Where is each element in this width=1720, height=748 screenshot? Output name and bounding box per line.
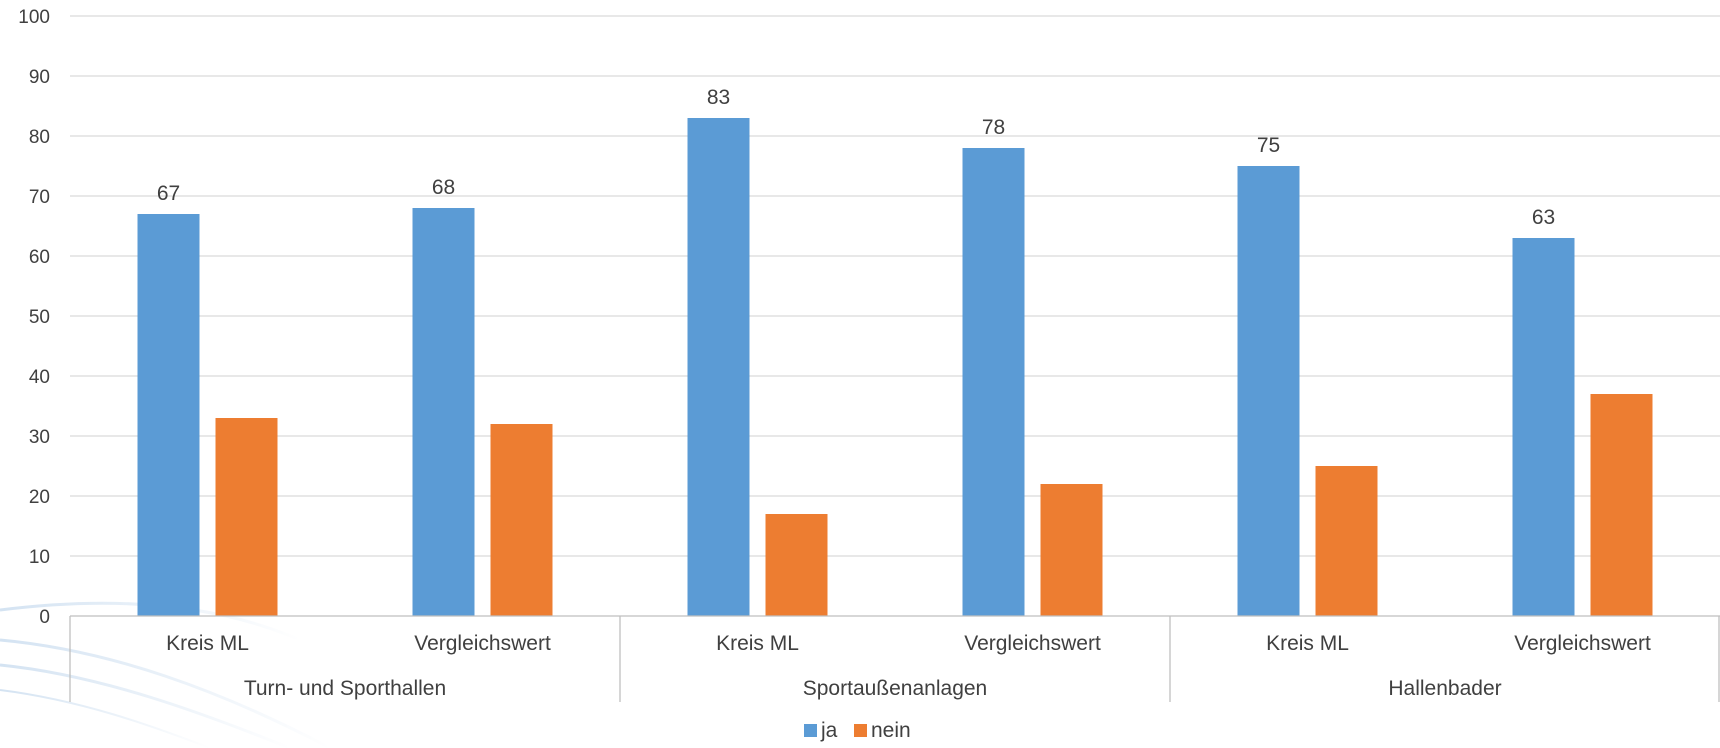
legend-swatch-ja — [804, 724, 817, 737]
y-tick-label: 0 — [39, 607, 50, 628]
bar-ja — [412, 208, 475, 616]
y-tick-label: 100 — [18, 7, 50, 28]
y-tick-label: 70 — [29, 187, 50, 208]
group-label: Hallenbader — [1388, 677, 1501, 700]
category-label: Kreis ML — [716, 632, 799, 655]
bar-nein — [1315, 466, 1378, 616]
y-tick-label: 10 — [29, 547, 50, 568]
data-label: 63 — [1532, 206, 1555, 229]
group-label: Turn- und Sporthallen — [244, 677, 446, 700]
category-label: Kreis ML — [1266, 632, 1349, 655]
data-labels: 67 68 83 78 75 63 — [157, 86, 1555, 229]
y-tick-label: 60 — [29, 247, 50, 268]
bar-ja — [687, 118, 750, 616]
bar-ja — [962, 148, 1025, 616]
legend-swatch-nein — [854, 724, 867, 737]
data-label: 78 — [982, 116, 1005, 139]
bar-nein — [1040, 484, 1103, 616]
bars — [137, 118, 1653, 616]
category-label: Vergleichswert — [964, 632, 1101, 655]
bar-ja — [137, 214, 200, 616]
legend: ja nein — [804, 719, 911, 742]
data-label: 83 — [707, 86, 730, 109]
legend-label-nein: nein — [871, 719, 911, 742]
category-label: Vergleichswert — [1514, 632, 1651, 655]
data-label: 75 — [1257, 134, 1280, 157]
gridlines — [70, 15, 1720, 557]
y-axis: 0 10 20 30 40 50 60 70 80 90 100 — [18, 7, 50, 628]
bar-ja — [1512, 238, 1575, 616]
y-tick-label: 30 — [29, 427, 50, 448]
y-tick-label: 80 — [29, 127, 50, 148]
category-label: Vergleichswert — [414, 632, 551, 655]
y-tick-label: 90 — [29, 67, 50, 88]
legend-label-ja: ja — [820, 719, 838, 742]
y-tick-label: 20 — [29, 487, 50, 508]
bar-nein — [1590, 394, 1653, 616]
x-axis: Kreis ML Vergleichswert Kreis ML Vergleichs… — [69, 615, 1720, 702]
data-label: 68 — [432, 176, 455, 199]
bar-nein — [765, 514, 828, 616]
bar-ja — [1237, 166, 1300, 616]
y-tick-label: 40 — [29, 367, 50, 388]
bar-nein — [215, 418, 278, 616]
group-label: Sportaußenanlagen — [803, 677, 987, 700]
data-label: 67 — [157, 182, 180, 205]
category-label: Kreis ML — [166, 632, 249, 655]
bar-nein — [490, 424, 553, 616]
y-tick-label: 50 — [29, 307, 50, 328]
